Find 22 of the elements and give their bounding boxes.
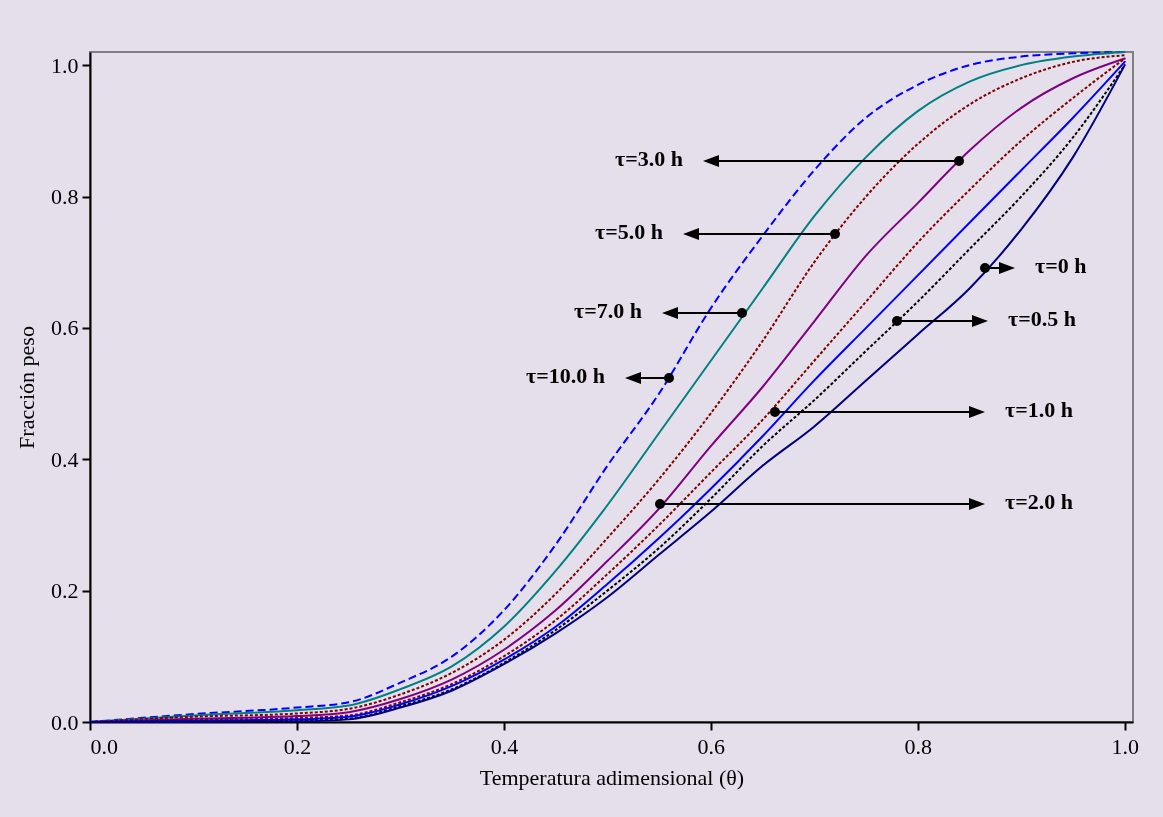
annotation: τ=7.0 h (574, 298, 642, 324)
x-axis-title: Temperatura adimensional (θ) (479, 764, 745, 790)
x-tick-label: 0.4 (490, 733, 519, 759)
y-tick-label: 0.4 (51, 446, 79, 472)
x-tick-label: 0.8 (904, 733, 933, 759)
y-tick-label: 0.6 (51, 315, 79, 341)
annotation: τ=5.0 h (595, 219, 663, 245)
y-axis-title: Fracción peso (14, 326, 39, 449)
y-tick-label: 0.0 (51, 709, 79, 735)
y-tick-label: 1.0 (51, 52, 79, 78)
y-tick-label: 0.2 (51, 578, 79, 604)
y-tick-label: 0.8 (51, 184, 79, 210)
x-tick-label: 0.6 (697, 733, 726, 759)
annotation: τ=0 h (1035, 253, 1087, 279)
annotation: τ=3.0 h (615, 146, 683, 172)
annotation: τ=0.5 h (1008, 306, 1076, 332)
x-tick-label: 0.2 (283, 733, 312, 759)
annotation: τ=1.0 h (1005, 397, 1073, 423)
annotation: τ=2.0 h (1005, 489, 1073, 515)
x-tick-label: 0.0 (90, 733, 118, 759)
x-tick-label: 1.0 (1111, 733, 1139, 759)
annotation: τ=10.0 h (526, 363, 605, 389)
